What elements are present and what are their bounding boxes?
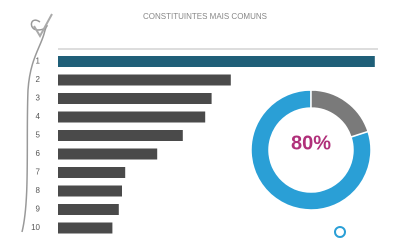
chart-title: CONSTITUINTES MAIS COMUNS [143, 12, 267, 21]
rank-label: 3 [36, 94, 41, 103]
bar [58, 186, 122, 197]
bar [58, 56, 375, 67]
rank-label: 1 [36, 57, 41, 66]
bar [58, 130, 183, 141]
chart: CONSTITUINTES MAIS COMUNS 1 2 3 4 5 6 7 8 9 10 80% [0, 0, 396, 244]
rank-label: 10 [31, 223, 40, 232]
page: {"chart_data": [ {"type": "bar", "orient… [0, 0, 396, 244]
bar [58, 75, 231, 86]
decorative-check [34, 14, 52, 36]
bar [58, 204, 119, 215]
rank-label: 6 [36, 149, 41, 158]
bar [58, 112, 205, 123]
rank-label: 4 [36, 112, 41, 121]
bar [58, 167, 125, 178]
rank-label: 5 [36, 131, 41, 140]
rank-label: 8 [36, 186, 41, 195]
bar [58, 149, 157, 160]
donut-label: 80% [291, 132, 331, 154]
rank-label: 9 [36, 205, 41, 214]
decorative-swirl [22, 20, 47, 232]
rank-label: 7 [36, 168, 41, 177]
bar [58, 93, 212, 104]
rank-label: 2 [36, 75, 41, 84]
bar [58, 223, 112, 234]
logo [335, 227, 345, 237]
